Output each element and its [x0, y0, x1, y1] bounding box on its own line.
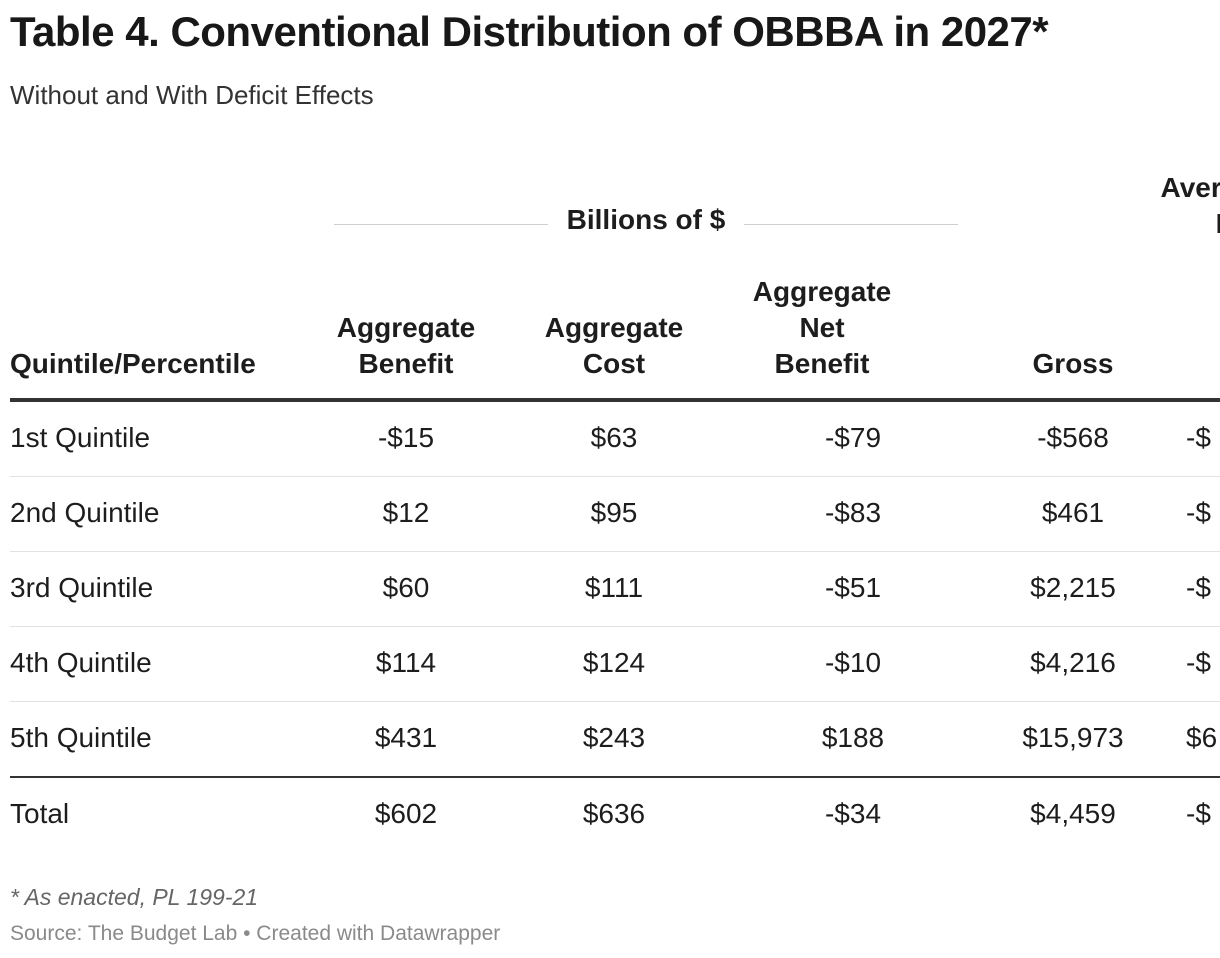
cut-header-line1: Average	[1160, 172, 1220, 203]
column-header-line: Net	[799, 312, 845, 343]
cell-aggregate-net-benefit: -$83	[824, 497, 882, 528]
cell-aggregate-cost: $95	[590, 497, 638, 528]
cell-aggregate-net-benefit: -$10	[824, 647, 882, 678]
row-label: 2nd Quintile	[10, 497, 160, 528]
cell-cut-column: -$	[1186, 422, 1211, 453]
chart-title: Table 4. Conventional Distribution of OB…	[10, 8, 1049, 55]
cell-aggregate-cost: $636	[582, 798, 646, 829]
cell-aggregate-net-benefit: $188	[821, 722, 885, 753]
column-header-line: Gross	[1032, 348, 1114, 379]
column-header-aggregate-cost: Aggregate Cost	[514, 310, 714, 382]
cell-gross: $15,973	[1022, 722, 1124, 753]
column-header-aggregate-net-benefit: Aggregate Net Benefit	[722, 274, 922, 382]
row-label: 4th Quintile	[10, 647, 152, 678]
cell-aggregate-benefit: $431	[374, 722, 438, 753]
column-header-quintile: Quintile/Percentile	[10, 346, 256, 382]
column-header-line: Cost	[582, 348, 646, 379]
table-row: 2nd Quintile $12 $95 -$83 $461 -$	[10, 477, 1220, 552]
cell-aggregate-net-benefit: -$79	[824, 422, 882, 453]
average-household-group-header: Average Hou	[1030, 170, 1220, 242]
row-label: 3rd Quintile	[10, 572, 154, 603]
row-label: Total	[10, 798, 70, 829]
row-label: 5th Quintile	[10, 722, 152, 753]
header-divider	[10, 398, 1220, 402]
cell-aggregate-cost: $63	[590, 422, 638, 453]
cell-gross: -$568	[1037, 422, 1109, 453]
cut-header-line2: Hou	[1030, 206, 1220, 242]
cell-aggregate-cost: $243	[582, 722, 646, 753]
cell-cut-column: -$	[1186, 497, 1211, 528]
cell-cut-column: -$	[1186, 572, 1211, 603]
column-header-line: Aggregate	[544, 312, 684, 343]
cell-aggregate-benefit: $60	[382, 572, 430, 603]
column-header-line: Quintile/Percentile	[10, 348, 256, 379]
table-total-row: Total $602 $636 -$34 $4,459 -$	[10, 778, 1220, 852]
table-row: 1st Quintile -$15 $63 -$79 -$568 -$	[10, 402, 1220, 477]
column-header-line: Benefit	[358, 348, 454, 379]
table-row: 3rd Quintile $60 $111 -$51 $2,215 -$	[10, 552, 1220, 627]
column-header-line: Aggregate	[336, 312, 476, 343]
billions-group-header: Billions of $	[334, 204, 958, 244]
cell-aggregate-net-benefit: -$51	[824, 572, 882, 603]
cell-gross: $461	[1041, 497, 1105, 528]
group-rule-right	[744, 224, 958, 225]
cell-aggregate-benefit: $602	[374, 798, 438, 829]
cell-aggregate-benefit: $12	[382, 497, 430, 528]
column-header-gross: Gross	[973, 346, 1173, 382]
cell-aggregate-benefit: $114	[375, 647, 437, 678]
cell-aggregate-net-benefit: -$34	[824, 798, 882, 829]
table-body: 1st Quintile -$15 $63 -$79 -$568 -$ 2nd …	[10, 402, 1220, 852]
table-row: 4th Quintile $114 $124 -$10 $4,216 -$	[10, 627, 1220, 702]
cell-cut-column: $6	[1186, 722, 1218, 753]
cell-gross: $2,215	[1030, 572, 1116, 603]
row-label: 1st Quintile	[10, 422, 151, 453]
cell-aggregate-cost: $124	[582, 647, 646, 678]
group-rule-left	[334, 224, 548, 225]
column-header-line: Benefit	[774, 348, 870, 379]
footnote: * As enacted, PL 199-21	[10, 884, 259, 910]
chart-subtitle: Without and With Deficit Effects	[10, 80, 374, 110]
group-header-label: Billions of $	[566, 204, 726, 235]
cell-gross: $4,216	[1030, 647, 1116, 678]
source-credit: Source: The Budget Lab • Created with Da…	[10, 922, 501, 945]
column-header-aggregate-benefit: Aggregate Benefit	[306, 310, 506, 382]
column-header-line: Aggregate	[752, 276, 892, 307]
cell-cut-column: -$	[1186, 647, 1211, 678]
cell-aggregate-cost: $111	[584, 572, 644, 603]
cell-cut-column: -$	[1186, 798, 1211, 829]
table-row: 5th Quintile $431 $243 $188 $15,973 $6	[10, 702, 1220, 778]
cell-gross: $4,459	[1030, 798, 1116, 829]
cell-aggregate-benefit: -$15	[377, 422, 435, 453]
